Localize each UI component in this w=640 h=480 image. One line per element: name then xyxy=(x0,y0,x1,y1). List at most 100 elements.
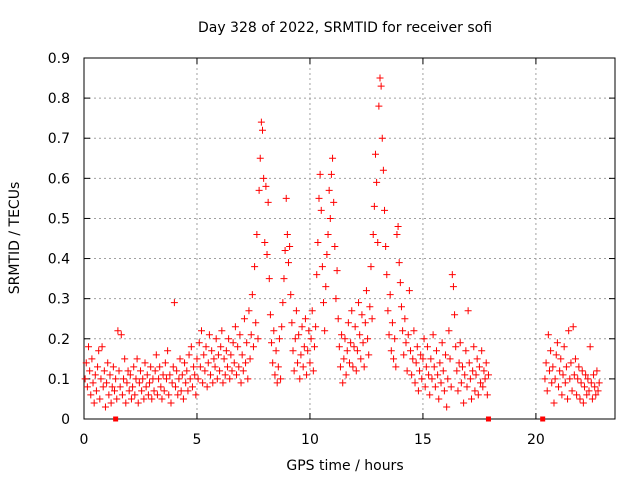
data-point xyxy=(278,323,286,331)
data-point xyxy=(229,339,237,347)
data-point xyxy=(411,379,419,387)
data-point xyxy=(417,351,425,359)
data-point xyxy=(594,387,602,395)
data-point xyxy=(426,391,434,399)
data-point xyxy=(562,363,570,371)
data-point xyxy=(242,359,250,367)
data-point xyxy=(408,371,416,379)
data-point xyxy=(162,375,170,383)
data-point xyxy=(139,375,147,383)
data-point xyxy=(240,315,248,323)
data-point xyxy=(352,367,360,375)
data-point xyxy=(412,359,420,367)
data-point xyxy=(371,150,379,158)
data-point xyxy=(200,351,208,359)
data-point xyxy=(356,331,364,339)
data-point xyxy=(81,375,89,383)
data-point xyxy=(550,399,558,407)
data-point xyxy=(239,367,247,375)
data-point xyxy=(481,375,489,383)
data-point xyxy=(151,367,159,375)
data-point xyxy=(197,327,205,335)
data-point xyxy=(138,387,146,395)
data-point xyxy=(274,363,282,371)
data-point xyxy=(582,371,590,379)
plot-frame xyxy=(83,57,616,420)
chart-title: Day 328 of 2022, SRMTID for receiver sof… xyxy=(198,20,492,36)
data-point xyxy=(194,375,202,383)
data-point xyxy=(263,251,271,259)
data-point xyxy=(402,339,410,347)
data-point xyxy=(152,351,160,359)
data-point xyxy=(323,251,331,259)
data-point xyxy=(205,331,213,339)
data-point xyxy=(431,383,439,391)
data-point xyxy=(186,375,194,383)
data-point xyxy=(447,383,455,391)
data-point xyxy=(305,327,313,335)
data-point xyxy=(265,275,273,283)
data-point xyxy=(436,359,444,367)
data-point xyxy=(280,275,288,283)
data-point xyxy=(587,379,595,387)
data-point xyxy=(407,347,415,355)
data-point xyxy=(420,335,428,343)
data-point xyxy=(336,363,344,371)
data-point xyxy=(129,383,137,391)
data-point xyxy=(317,206,325,214)
data-point xyxy=(437,379,445,387)
data-point xyxy=(545,367,553,375)
data-point xyxy=(164,347,172,355)
data-point xyxy=(196,363,204,371)
data-point xyxy=(403,367,411,375)
data-point xyxy=(270,327,278,335)
data-point xyxy=(220,355,228,363)
data-point xyxy=(439,367,447,375)
data-point xyxy=(464,307,472,315)
data-point xyxy=(395,259,403,267)
data-point xyxy=(147,363,155,371)
data-point xyxy=(111,387,119,395)
data-point xyxy=(181,359,189,367)
data-point xyxy=(125,387,133,395)
data-point xyxy=(179,395,187,403)
data-point xyxy=(114,327,122,335)
data-point xyxy=(579,399,587,407)
data-point xyxy=(254,335,262,343)
data-point xyxy=(343,347,351,355)
data-point xyxy=(256,154,264,162)
data-point xyxy=(193,355,201,363)
data-point xyxy=(116,383,124,391)
data-point xyxy=(148,395,156,403)
data-point xyxy=(103,379,111,387)
x-tick-label: 0 xyxy=(80,432,89,448)
data-point xyxy=(560,343,568,351)
data-point xyxy=(174,391,182,399)
data-point xyxy=(440,387,448,395)
data-point xyxy=(230,359,238,367)
gap-markers xyxy=(113,416,546,422)
data-point xyxy=(444,375,452,383)
data-point xyxy=(298,323,306,331)
data-point xyxy=(548,379,556,387)
data-point xyxy=(564,395,572,403)
data-point xyxy=(225,335,233,343)
data-point xyxy=(472,371,480,379)
data-point xyxy=(173,367,181,375)
data-point xyxy=(574,375,582,383)
data-point xyxy=(344,319,352,327)
data-point xyxy=(326,214,334,222)
data-point xyxy=(91,371,99,379)
data-point xyxy=(132,375,140,383)
data-point xyxy=(334,315,342,323)
data-point xyxy=(557,355,565,363)
data-point xyxy=(248,291,256,299)
data-point xyxy=(335,343,343,351)
data-point xyxy=(430,363,438,371)
data-point xyxy=(83,383,91,391)
data-point xyxy=(123,379,131,387)
data-point xyxy=(175,375,183,383)
data-point xyxy=(253,230,261,238)
data-point xyxy=(260,174,268,182)
data-point xyxy=(484,371,492,379)
